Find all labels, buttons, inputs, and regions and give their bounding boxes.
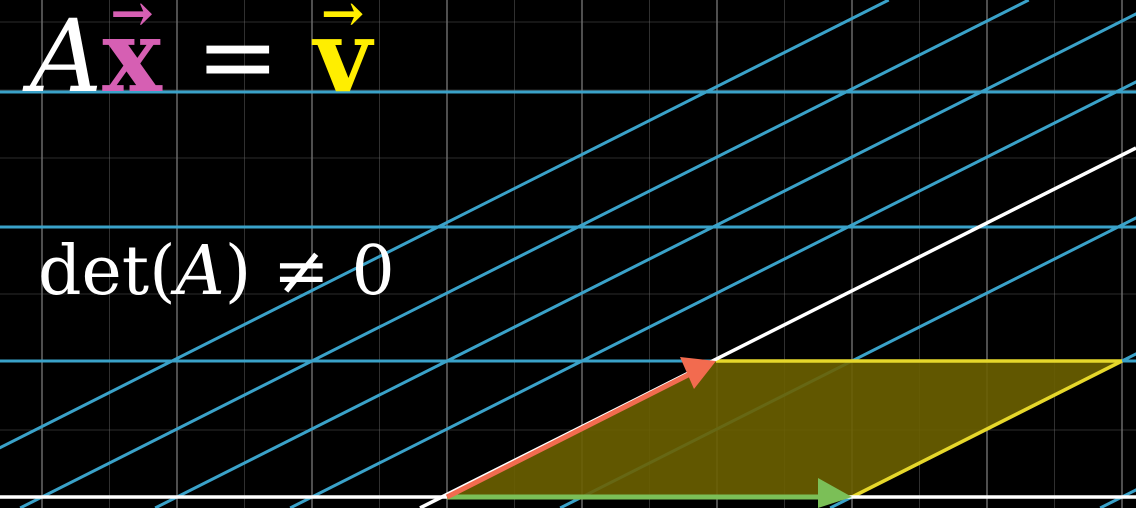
- matrix-a: A: [30, 0, 103, 115]
- det-zero: 0: [351, 232, 395, 311]
- transformed-grid-diagonal: [19, 0, 1030, 508]
- parallelogram-edge-right: [851, 359, 1123, 499]
- vector-v-arrow: →: [320, 0, 365, 44]
- green-arrowhead: [818, 478, 852, 508]
- det-matrix-a: A: [175, 232, 225, 311]
- vector-x-letter: x: [102, 0, 162, 115]
- red-vector-shaft: [445, 370, 694, 500]
- not-equal-sign: ≠: [272, 232, 330, 311]
- determinant-equation: det(A) ≠ 0: [38, 238, 395, 306]
- red-arrowhead: [680, 357, 716, 389]
- vector-v-letter: v: [313, 0, 372, 115]
- equals-sign: =: [195, 0, 280, 115]
- transformed-grid-diagonal: [289, 80, 1136, 508]
- transformed-grid-diagonal: [154, 12, 1136, 508]
- det-prefix: det(: [38, 232, 176, 311]
- parallelogram-fill: [447, 361, 1122, 497]
- equation-ax-equals-v: A → x = → v: [30, 0, 372, 107]
- det-suffix: ): [224, 232, 252, 311]
- vector-x-arrow: →: [110, 0, 154, 44]
- vector-x: → x: [102, 0, 162, 106]
- vector-v: → v: [314, 0, 372, 106]
- transformed-grid-diagonal: [0, 0, 890, 450]
